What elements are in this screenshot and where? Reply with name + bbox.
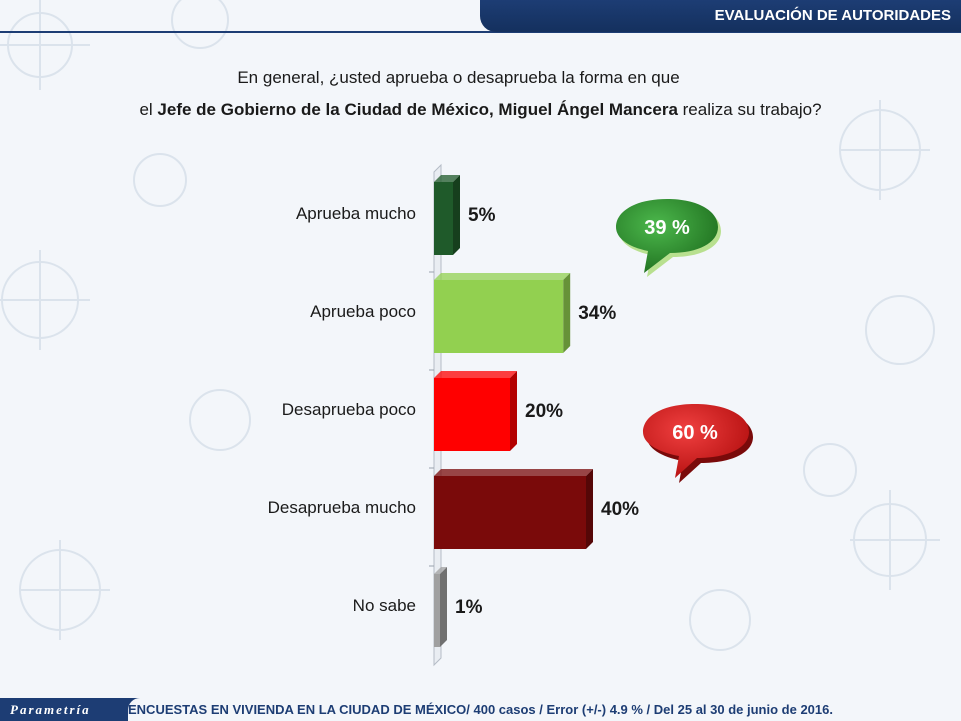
footer-note: ENCUESTAS EN VIVIENDA EN LA CIUDAD DE MÉ… — [128, 702, 833, 717]
bar-side-face — [586, 469, 593, 549]
disapprove-total-bubble: 60 % — [643, 404, 753, 483]
disapprove-total-label: 60 % — [672, 422, 718, 444]
question-line-2: el Jefe de Gobierno de la Ciudad de Méxi… — [139, 100, 822, 119]
bar-no-sabe — [434, 574, 440, 647]
footer-note-container: ENCUESTAS EN VIVIENDA EN LA CIUDAD DE MÉ… — [128, 698, 961, 721]
bar-aprueba-mucho — [434, 182, 453, 255]
bar-desaprueba-poco — [434, 378, 510, 451]
category-label: No sabe — [352, 596, 416, 615]
category-label: Aprueba mucho — [295, 204, 416, 223]
value-label: 1% — [455, 597, 483, 618]
approve-total-label: 39 % — [644, 217, 690, 239]
category-label: Desaprueba poco — [281, 400, 416, 419]
bar-side-face — [563, 273, 571, 353]
category-label: Desaprueba mucho — [267, 498, 416, 517]
value-label: 40% — [601, 499, 639, 520]
header-bar: EVALUACIÓN DE AUTORIDADES — [480, 0, 961, 32]
approve-total-bubble: 39 % — [616, 199, 721, 277]
bar-top-face — [434, 175, 460, 182]
bar-top-face — [434, 469, 593, 476]
bar-side-face — [440, 567, 447, 647]
bar-top-face — [434, 273, 571, 280]
section-title: EVALUACIÓN DE AUTORIDADES — [714, 7, 951, 24]
question-subject: Jefe de Gobierno de la Ciudad de México,… — [157, 100, 678, 119]
value-label: 20% — [525, 401, 563, 422]
value-label: 5% — [468, 205, 496, 226]
bar-desaprueba-mucho — [434, 476, 586, 549]
category-label: Aprueba poco — [310, 302, 416, 321]
header-rule — [0, 31, 961, 33]
value-label: 34% — [578, 303, 616, 324]
question-line-1: En general, ¿usted aprueba o desaprueba … — [237, 68, 680, 87]
bar-aprueba-poco — [434, 280, 564, 353]
bar-side-face — [510, 371, 517, 451]
bar-side-face — [453, 175, 460, 255]
bar-top-face — [434, 567, 447, 574]
footer-brand-logo: Parametría — [10, 702, 91, 717]
bar-top-face — [434, 371, 517, 378]
